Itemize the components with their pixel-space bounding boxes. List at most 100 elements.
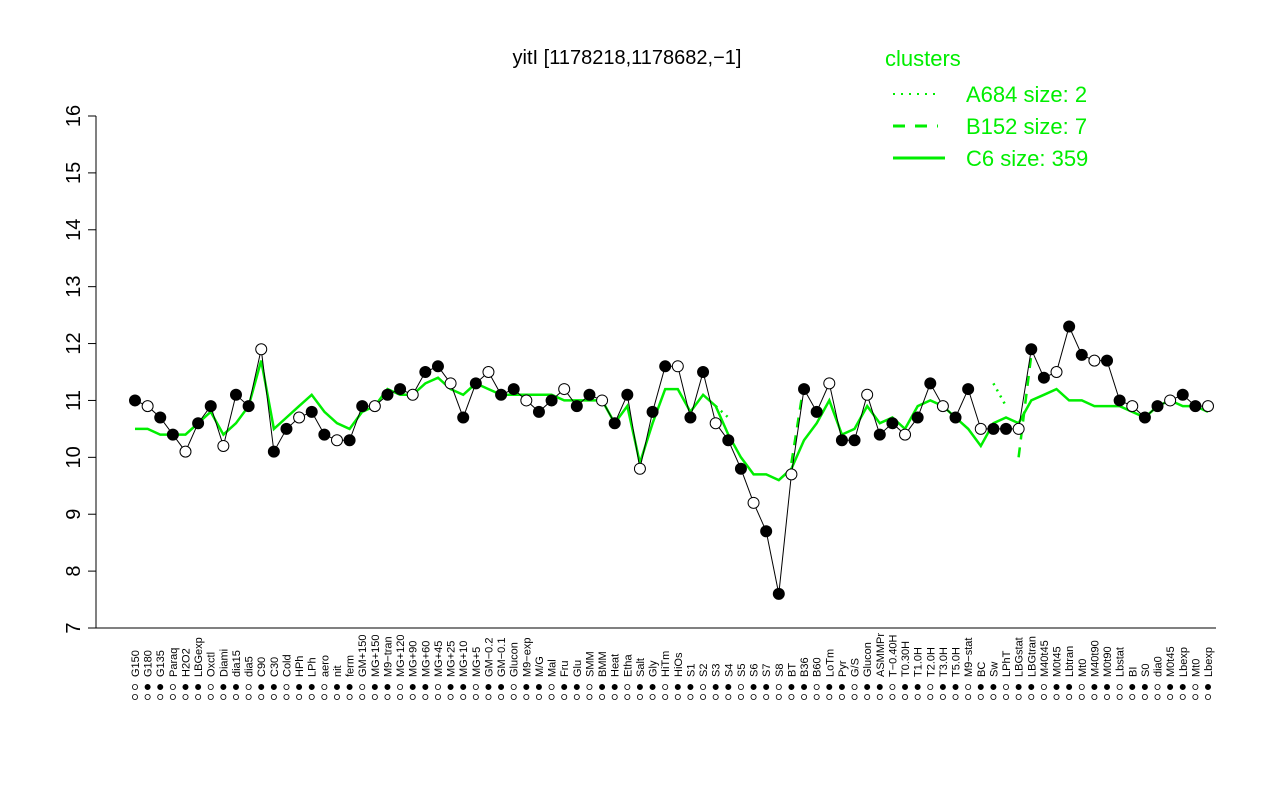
x-tick-marker	[1091, 684, 1098, 691]
x-tick-marker	[662, 684, 669, 691]
x-tick-marker	[245, 684, 252, 691]
x-tick-marker	[1104, 684, 1111, 691]
x-tick-label: dia15	[231, 650, 243, 677]
data-point	[1088, 354, 1101, 367]
x-tick-marker	[927, 684, 934, 691]
x-tick-marker	[573, 694, 580, 701]
chart-title: yitI [1178218,1178682,−1]	[513, 47, 742, 69]
x-tick-marker	[535, 694, 542, 701]
x-tick-marker	[1179, 694, 1186, 701]
x-tick-label: dia0	[1153, 656, 1165, 677]
y-tick-label: 15	[63, 162, 85, 184]
data-point	[368, 400, 381, 413]
data-point	[1113, 394, 1126, 407]
x-tick-marker	[649, 684, 656, 691]
x-tick-marker	[611, 694, 618, 701]
x-tick-marker	[397, 684, 404, 691]
x-tick-marker	[245, 694, 252, 701]
x-tick-label: Glucon	[509, 642, 521, 677]
x-tick-marker	[472, 684, 479, 691]
x-tick-marker	[826, 684, 833, 691]
data-point	[583, 388, 596, 401]
x-tick-marker	[182, 694, 189, 701]
data-point	[684, 411, 697, 424]
x-tick-label: Glucon	[862, 642, 874, 677]
x-tick-marker	[359, 694, 366, 701]
y-tick-label: 7	[63, 622, 85, 633]
data-point	[633, 462, 646, 475]
x-tick-label: Gly	[648, 660, 660, 677]
x-tick-marker	[384, 684, 391, 691]
data-point	[444, 377, 457, 390]
x-tick-label: Salt	[635, 658, 647, 677]
x-tick-label: Sw	[988, 662, 1000, 677]
x-tick-label: G180	[143, 650, 155, 677]
x-tick-label: S5	[736, 664, 748, 677]
data-point	[242, 400, 255, 413]
x-tick-marker	[144, 694, 151, 701]
x-tick-label: ferm	[345, 655, 357, 677]
x-tick-label: T0.30H	[900, 641, 912, 677]
data-point	[886, 417, 899, 430]
x-tick-marker	[220, 684, 227, 691]
data-point	[709, 417, 722, 430]
x-tick-label: MG+10	[458, 641, 470, 677]
x-tick-marker	[636, 694, 643, 701]
data-point	[659, 360, 672, 373]
data-point	[936, 400, 949, 413]
data-point	[924, 377, 937, 390]
data-point	[330, 434, 343, 447]
x-tick-marker	[788, 684, 795, 691]
x-tick-marker	[308, 694, 315, 701]
data-point	[154, 411, 167, 424]
x-tick-marker	[296, 684, 303, 691]
x-tick-marker	[902, 694, 909, 701]
x-tick-marker	[763, 694, 770, 701]
data-point	[772, 587, 785, 600]
x-tick-marker	[548, 694, 555, 701]
x-tick-marker	[359, 684, 366, 691]
x-tick-label: T5.0H	[951, 647, 963, 677]
data-point	[166, 428, 179, 441]
x-tick-label: T−0.40H	[887, 634, 899, 677]
x-tick-label: S6	[749, 664, 761, 677]
x-tick-label: Lbexp	[1178, 647, 1190, 677]
x-tick-label: T2.0H	[925, 647, 937, 677]
x-tick-label: Glu	[572, 660, 584, 677]
x-tick-marker	[687, 694, 694, 701]
x-tick-marker	[283, 684, 290, 691]
data-point	[192, 417, 205, 430]
x-tick-marker	[864, 684, 871, 691]
data-point	[520, 394, 533, 407]
x-tick-label: M0t45	[1052, 646, 1064, 677]
data-point	[785, 468, 798, 481]
x-tick-marker	[333, 694, 340, 701]
x-tick-label: M40t45	[1039, 640, 1051, 677]
x-tick-label: MG+150	[370, 635, 382, 678]
data-point	[293, 411, 306, 424]
x-tick-marker	[813, 684, 820, 691]
y-tick-label: 9	[63, 509, 85, 520]
data-point	[1126, 400, 1139, 413]
x-tick-marker	[1205, 694, 1212, 701]
x-tick-marker	[169, 684, 176, 691]
x-tick-marker	[977, 694, 984, 701]
data-point	[722, 434, 735, 447]
x-axis: G150 G180 G135 Paraq H2O2 LBGexp Oxctl Diami dia…	[130, 633, 1215, 701]
x-tick-marker	[788, 694, 795, 701]
x-tick-label: B60	[812, 657, 824, 677]
x-tick-marker	[952, 684, 959, 691]
x-tick-marker	[498, 684, 505, 691]
data-point	[734, 462, 747, 475]
x-tick-marker	[409, 694, 416, 701]
x-tick-marker	[1167, 684, 1174, 691]
x-tick-marker	[409, 684, 416, 691]
x-tick-marker	[838, 684, 845, 691]
x-tick-label: Oxctl	[206, 652, 218, 677]
x-tick-marker	[750, 694, 757, 701]
x-tick-label: M0t90	[1102, 646, 1114, 677]
legend-entry-b152: B152 size: 7	[966, 114, 1087, 139]
x-tick-label: LPh	[307, 657, 319, 677]
x-tick-label: M9−tran	[382, 636, 394, 677]
